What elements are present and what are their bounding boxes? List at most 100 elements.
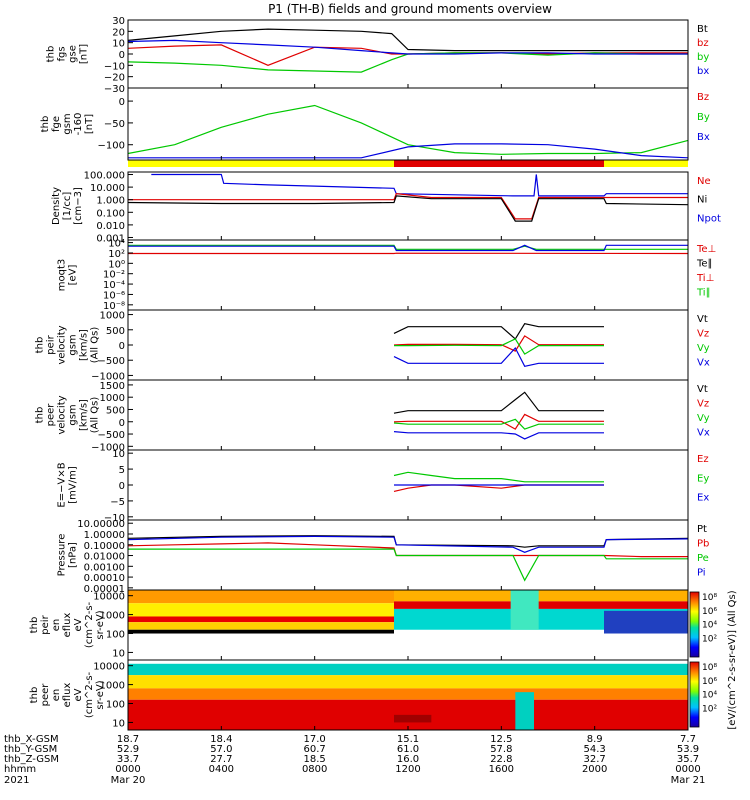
panel-3: 100.00010.000 1.0000.100 0.0100.001 Density… [51, 171, 721, 245]
y-tick-label: 1.00000 [84, 530, 125, 541]
x-axis-value: 0400 [209, 764, 234, 775]
y-tick-label: 5 [119, 465, 125, 476]
y-axis-label: (All Qs) [90, 397, 101, 434]
legend-entry: Pb [697, 539, 709, 550]
legend-entry: Bx [697, 132, 710, 143]
colorbar-tick: 10⁶ [702, 677, 717, 687]
y-axis-label: [1/cc] [62, 192, 73, 221]
legend-entry: Pi [697, 568, 706, 579]
series-bx [128, 143, 689, 159]
series-vy [393, 418, 604, 430]
panel-5: 1000 500 0 −500 −1000 thb peir velocity gsm [km/s… [35, 309, 710, 382]
colorbar [689, 591, 700, 658]
series-by [127, 104, 689, 155]
legend-entry: Vt [697, 314, 708, 325]
x-axis-value: 12.5 [490, 734, 512, 745]
x-axis-row-label: thb_Z-GSM [4, 754, 59, 765]
orbit-phase-bar [604, 160, 688, 167]
y-tick-label: 10 [112, 39, 125, 50]
series-vz [393, 413, 604, 430]
y-tick-label: 10 [112, 718, 125, 729]
y-tick-label: 10.00000 [77, 519, 125, 530]
y-tick-label: 0 [119, 341, 125, 352]
panel-frame [127, 87, 689, 161]
legend-entry: Npot [697, 213, 721, 224]
series-vt [393, 323, 604, 340]
y-axis-label: E=−V×B [57, 462, 68, 507]
orbit-phase-bar [394, 160, 604, 167]
y-tick-label: −1000 [91, 442, 125, 453]
x-axis-value: 17.0 [304, 734, 326, 745]
series-ne [128, 193, 688, 220]
y-tick-label: 100 [106, 630, 125, 641]
x-axis-value: 35.7 [677, 754, 699, 765]
spectrogram-cell [510, 590, 539, 630]
legend-entry: Ti⊥ [696, 273, 714, 284]
legend-entry: Ti∥ [696, 288, 711, 299]
x-axis-value: 2000 [582, 764, 607, 775]
y-tick-label: 10⁻⁴ [103, 280, 125, 291]
x-axis-value: 57.0 [210, 744, 232, 755]
spectrogram-cell [128, 603, 394, 617]
series-pi [127, 535, 689, 553]
spectrogram-cell [515, 692, 534, 730]
y-tick-label: 1000 [100, 393, 125, 404]
y-axis-label: peer [40, 683, 51, 707]
y-tick-label: 500 [106, 405, 125, 416]
y-tick-label: 0 [119, 50, 125, 61]
y-tick-label: 0.00001 [84, 584, 125, 595]
series-bz [127, 44, 688, 66]
y-axis-label: (cm^2-s- [84, 671, 95, 718]
y-tick-label: −1000 [91, 371, 125, 382]
x-axis-value: 1600 [489, 764, 514, 775]
x-axis-value: 18.4 [210, 734, 232, 745]
colorbar-label: [eV/(cm^2-s-sr-eV)] (All Qs) [727, 590, 738, 729]
legend-entry: bx [697, 66, 709, 77]
y-axis-label: peir [46, 334, 57, 354]
x-axis-value: 33.7 [117, 754, 139, 765]
y-axis-label: thb [29, 687, 40, 704]
spectrogram-cell [128, 622, 394, 630]
y-tick-label: 10.000 [90, 183, 125, 194]
y-tick-label: 0.10000 [84, 541, 125, 552]
figure-title: P1 (TH-B) fields and ground moments over… [268, 2, 552, 16]
y-tick-label: 10² [108, 249, 125, 260]
spectrogram-cell [128, 629, 394, 634]
spectrogram-cell [604, 610, 688, 634]
x-axis-value: 15.1 [397, 734, 419, 745]
y-tick-label: −100 [98, 141, 125, 152]
y-tick-label: 1.000 [96, 196, 125, 207]
x-axis-value: 54.3 [584, 744, 606, 755]
x-axis-value: 61.0 [397, 744, 419, 755]
panel-7: 10 5 0 −5 −10 E=−V×B [mV/m] Ez Ey Ex [57, 449, 710, 524]
series-vx [393, 346, 604, 367]
legend-entry: Ex [697, 493, 709, 504]
colorbar-group: 10⁸ 10⁶ 10⁴ 10² 10⁸ 10⁶ 10⁴ 10² [eV/(cm^2-s-sr-e… [689, 590, 738, 730]
y-tick-label: 1500 [100, 381, 125, 392]
x-axis-date: Mar 20 [111, 775, 146, 786]
y-axis-label: [km/s] [79, 329, 90, 361]
spectrogram-cell [394, 601, 688, 609]
y-tick-label: 10⁻² [103, 270, 125, 281]
x-axis-value: 57.8 [490, 744, 512, 755]
y-tick-label: −50 [104, 119, 125, 130]
legend-entry: Ez [697, 454, 709, 465]
legend-entry: Vx [697, 358, 710, 369]
spectrogram-cell [128, 616, 394, 623]
colorbar [689, 661, 700, 728]
y-axis-label: en [51, 689, 62, 702]
y-axis-label: thb [40, 116, 51, 133]
panel-8: 10.000001.000000.100000.010000.001000.00… [57, 519, 710, 595]
y-tick-label: 0.00100 [84, 562, 125, 573]
colorbar-tick: 10² [702, 704, 717, 714]
y-axis-label: gsm [68, 334, 79, 355]
y-tick-label: 10 [112, 648, 125, 659]
x-axis-value: 0000 [115, 764, 140, 775]
x-axis-value: 18.7 [117, 734, 139, 745]
y-axis-label: gsm [62, 113, 73, 134]
y-axis-label: sr-eV) [95, 610, 106, 639]
x-axis-value: 7.7 [680, 734, 696, 745]
spectrogram-cell [128, 675, 688, 689]
